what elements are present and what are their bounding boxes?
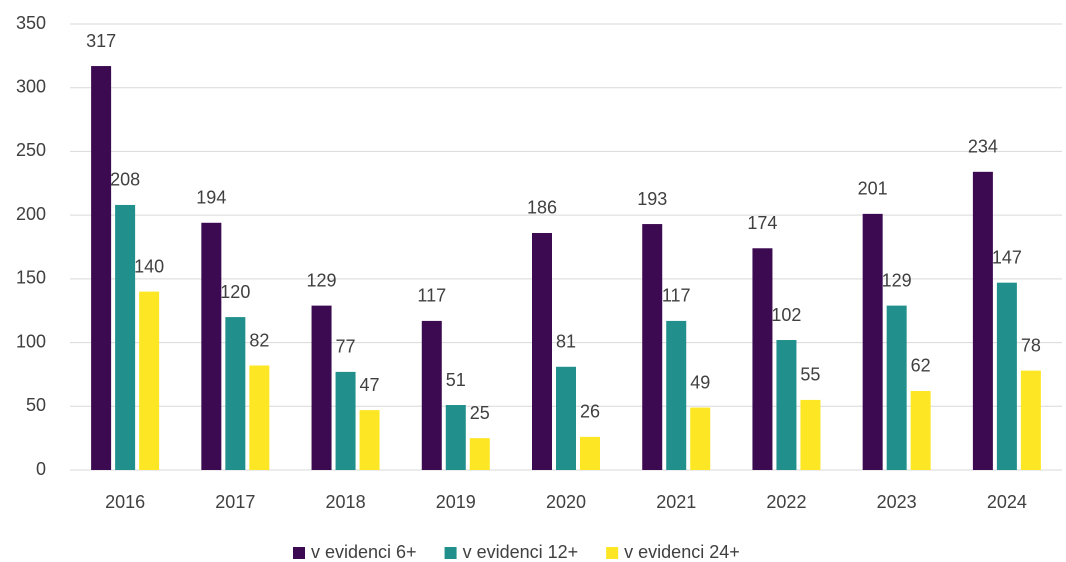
bar: [139, 291, 160, 470]
data-label: 186: [527, 198, 557, 218]
bar: [91, 66, 112, 471]
bar: [201, 222, 222, 470]
data-label: 129: [307, 270, 337, 290]
bar: [800, 399, 821, 470]
x-tick-label: 2021: [656, 492, 696, 512]
data-label: 81: [556, 332, 576, 352]
bar: [225, 317, 246, 470]
data-label: 47: [360, 375, 380, 395]
bar: [421, 320, 442, 470]
data-label: 194: [196, 188, 226, 208]
y-tick-label: 100: [16, 331, 46, 351]
bar: [996, 282, 1017, 470]
data-label: 62: [911, 356, 931, 376]
data-label: 77: [336, 337, 356, 357]
bar: [580, 436, 600, 470]
bar: [115, 204, 136, 470]
data-label: 120: [220, 282, 250, 302]
bar: [690, 407, 711, 470]
x-tick-label: 2020: [546, 492, 586, 512]
data-label: 26: [580, 402, 600, 422]
y-tick-label: 250: [16, 140, 46, 160]
bar: [359, 410, 380, 470]
bar: [335, 371, 356, 470]
y-tick-label: 350: [16, 13, 46, 33]
bar: [469, 438, 490, 470]
bar: [249, 365, 270, 470]
data-label: 201: [858, 179, 888, 199]
legend-label: v evidenci 24+: [624, 542, 740, 562]
bar: [642, 224, 663, 470]
bar: [556, 366, 576, 470]
data-label: 25: [470, 403, 490, 423]
data-label: 51: [446, 370, 466, 390]
bar: [862, 213, 883, 470]
legend-swatch: [444, 547, 457, 559]
data-label: 55: [800, 365, 820, 385]
bar: [752, 248, 773, 470]
bar: [1020, 370, 1041, 470]
bar: [532, 232, 552, 470]
data-label: 147: [992, 247, 1022, 267]
x-tick-label: 2018: [326, 492, 366, 512]
bar: [910, 390, 931, 470]
y-tick-label: 150: [16, 268, 46, 288]
legend-swatch: [606, 547, 619, 559]
bar: [886, 305, 907, 470]
x-tick-label: 2023: [877, 492, 917, 512]
bar: [311, 305, 332, 470]
legend-label: v evidenci 6+: [311, 542, 417, 562]
bar: [666, 320, 687, 470]
legend-label: v evidenci 12+: [463, 542, 579, 562]
data-label: 193: [637, 189, 667, 209]
data-label: 117: [417, 286, 446, 306]
data-label: 102: [771, 305, 801, 325]
y-tick-label: 0: [36, 459, 46, 479]
y-tick-label: 300: [16, 76, 46, 96]
data-label: 140: [134, 256, 164, 276]
x-tick-label: 2017: [215, 492, 255, 512]
data-label: 129: [882, 270, 912, 290]
data-label: 82: [249, 330, 269, 350]
legend-swatch: [293, 547, 305, 559]
x-tick-label: 2022: [766, 492, 806, 512]
data-label: 78: [1021, 335, 1041, 355]
data-label: 234: [968, 137, 998, 157]
data-label: 117: [662, 286, 691, 306]
bar: [972, 171, 993, 470]
bar: [445, 405, 466, 470]
y-tick-label: 50: [26, 395, 46, 415]
x-tick-label: 2016: [105, 492, 145, 512]
data-label: 49: [690, 372, 710, 392]
data-label: 208: [110, 170, 140, 190]
bar: [776, 340, 797, 470]
x-tick-label: 2024: [987, 492, 1027, 512]
x-tick-label: 2019: [436, 492, 476, 512]
data-label: 174: [747, 213, 777, 233]
y-tick-label: 200: [16, 204, 46, 224]
data-label: 317: [86, 31, 116, 51]
